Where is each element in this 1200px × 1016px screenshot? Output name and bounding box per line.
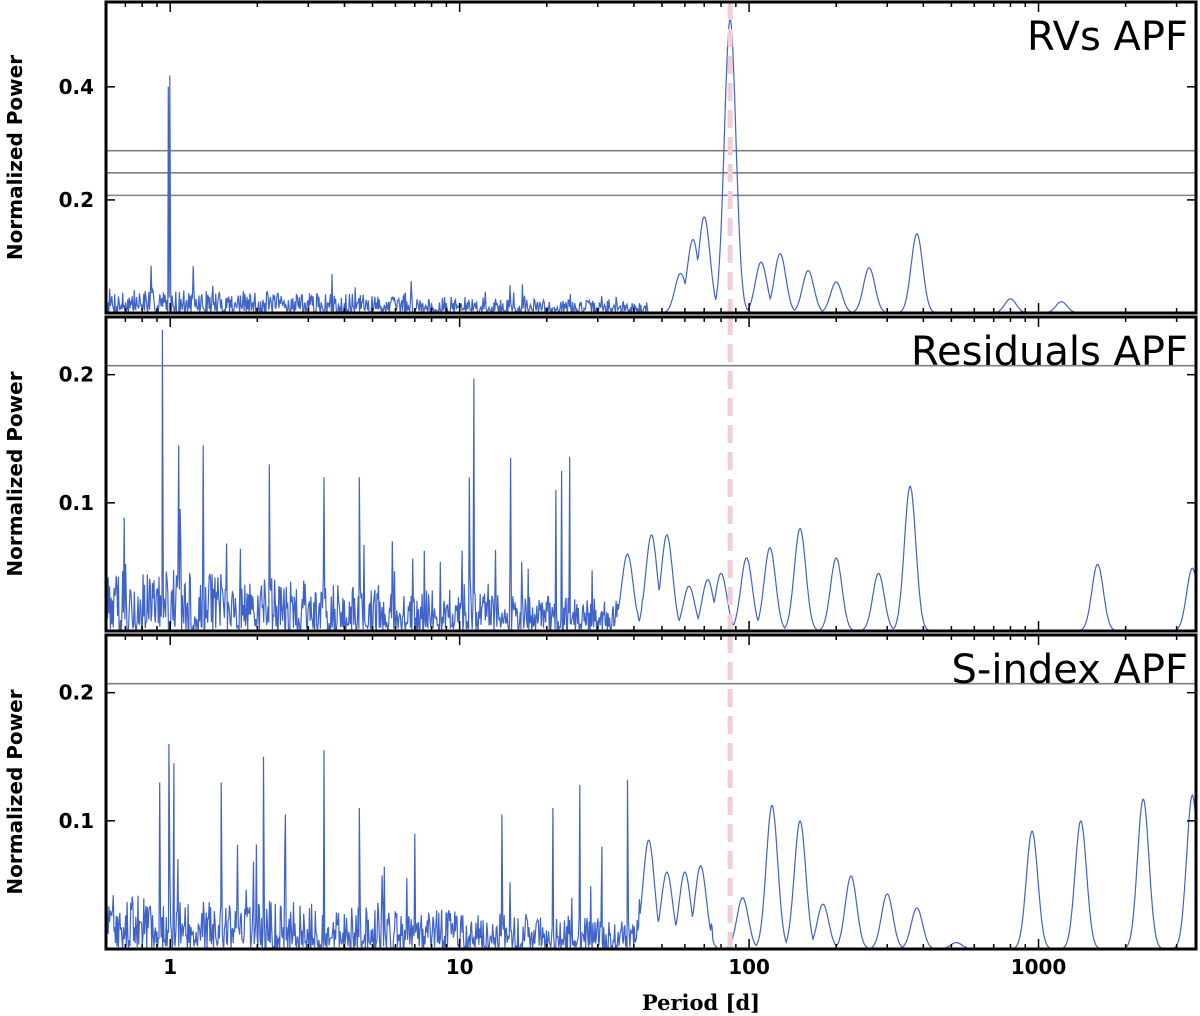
y-tick-label: 0.1 <box>59 491 94 515</box>
chart-panel-2: 0.1 0.2 Residuals APF Normalized Power <box>3 315 1198 633</box>
y-tick-label: 0.2 <box>59 681 94 705</box>
y-tick-label: 0.2 <box>59 363 94 387</box>
panel-title: Residuals APF <box>911 329 1188 375</box>
plot-frame <box>104 315 1198 633</box>
periodogram-line <box>105 17 1196 315</box>
y-tick-label: 0.4 <box>59 75 94 99</box>
x-tick-label: 1 <box>163 955 177 979</box>
y-tick-label: 0.1 <box>59 809 94 833</box>
x-tick-label: 10 <box>446 955 474 979</box>
periodogram-line <box>105 743 1197 952</box>
plot-frame <box>104 0 1198 315</box>
panel-title: RVs APF <box>1027 14 1188 60</box>
y-axis-label: Normalized Power <box>3 55 27 260</box>
x-axis-label: Period [d] <box>642 990 760 1015</box>
panel-title: S-index APF <box>952 647 1188 693</box>
chart-panel-1: 0.2 0.4 RVs APF Normalized Power <box>3 0 1198 315</box>
x-tick-label: 1000 <box>1011 955 1067 979</box>
y-axis-label: Normalized Power <box>3 689 27 894</box>
x-tick-label: 100 <box>728 955 770 979</box>
chart-panel-3: 0.1 0.2 S-index APF Normalized Power 1 10 100 1… <box>3 633 1198 1015</box>
y-axis-label: Normalized Power <box>3 371 27 576</box>
plot-frame <box>104 633 1198 951</box>
y-tick-label: 0.2 <box>59 188 94 212</box>
